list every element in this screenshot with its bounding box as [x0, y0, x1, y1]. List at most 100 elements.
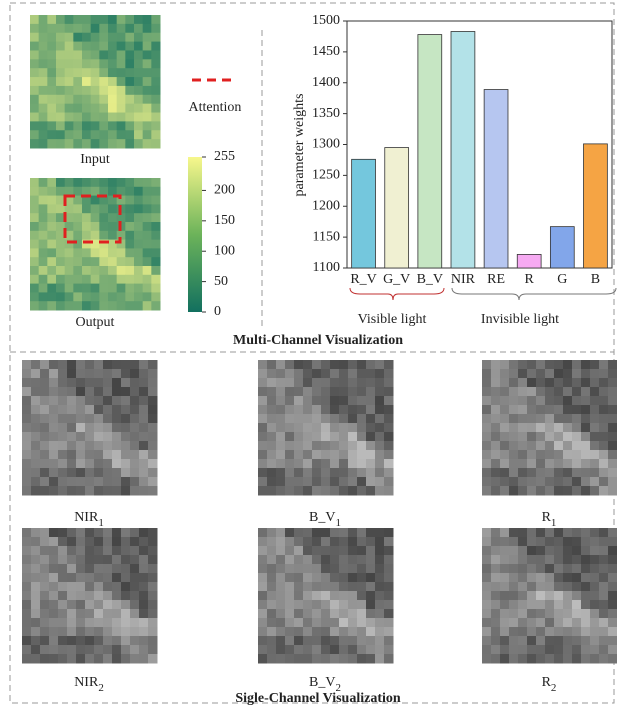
pixel: [545, 528, 555, 538]
pixel: [116, 15, 126, 25]
pixel: [581, 591, 591, 601]
pixel: [82, 239, 92, 249]
pixel: [30, 248, 40, 258]
pixel: [151, 266, 161, 276]
pixel: [491, 432, 501, 442]
pixel: [85, 645, 95, 655]
pixel: [112, 369, 122, 379]
pixel: [321, 396, 331, 406]
pixel: [527, 405, 537, 415]
pixel: [56, 23, 66, 34]
pixel: [312, 537, 322, 547]
pixel: [366, 555, 376, 565]
pixel: [125, 68, 135, 78]
channel-label: NIR2: [74, 675, 104, 693]
pixel: [482, 600, 492, 610]
pixel: [85, 528, 95, 538]
pixel: [285, 432, 295, 442]
pixel: [527, 441, 537, 451]
pixel: [312, 468, 322, 478]
pixel: [31, 645, 41, 655]
pixel: [125, 292, 135, 302]
pixel: [581, 618, 591, 628]
pixel: [40, 573, 50, 583]
pixel: [139, 528, 149, 538]
pixel: [554, 609, 564, 619]
pixel: [276, 609, 286, 619]
pixel: [125, 103, 135, 114]
pixel: [276, 423, 286, 433]
pixel: [276, 369, 286, 379]
pixel: [64, 283, 74, 293]
pixel: [76, 378, 86, 388]
pixel: [509, 546, 519, 556]
pixel: [38, 283, 48, 293]
pixel: [94, 654, 104, 664]
pixel: [330, 432, 340, 442]
pixel: [339, 432, 349, 442]
pixel: [321, 537, 331, 547]
pixel: [348, 432, 358, 442]
pixel: [572, 618, 582, 628]
pixel: [258, 360, 268, 370]
pixel: [554, 387, 564, 397]
pixel: [90, 274, 100, 285]
pixel: [40, 600, 50, 610]
pixel: [49, 360, 59, 370]
pixel: [56, 68, 66, 78]
pixel: [375, 600, 385, 610]
pixel: [112, 654, 122, 664]
pixel: [608, 573, 617, 583]
pixel: [366, 477, 376, 487]
pixel: [103, 378, 113, 388]
pixel: [581, 582, 591, 592]
pixel: [47, 94, 57, 105]
pixel: [294, 618, 304, 628]
pixel: [30, 266, 40, 276]
pixel: [31, 396, 41, 406]
pixel: [30, 204, 40, 214]
pixel: [58, 360, 68, 370]
pixel: [563, 432, 573, 442]
pixel: [339, 450, 349, 460]
pixel: [321, 477, 331, 487]
pixel: [47, 15, 57, 25]
pixel: [285, 636, 295, 646]
pixel: [31, 591, 41, 601]
pixel: [31, 555, 41, 565]
pixel: [303, 387, 313, 397]
pixel: [99, 121, 109, 131]
pixel: [491, 459, 501, 469]
pixel: [554, 378, 564, 388]
pixel: [139, 378, 149, 388]
pixel: [76, 450, 86, 460]
pixel: [608, 564, 617, 574]
pixel: [103, 405, 113, 415]
pixel: [348, 582, 358, 592]
pixel: [500, 396, 510, 406]
pixel: [294, 369, 304, 379]
pixel: [108, 23, 118, 34]
pixel: [30, 257, 40, 267]
pixel: [500, 537, 510, 547]
pixel: [536, 477, 546, 487]
pixel: [491, 423, 501, 433]
pixel: [482, 414, 492, 424]
pixel: [312, 528, 322, 538]
pixel: [599, 627, 609, 637]
pixel: [321, 423, 331, 433]
pixel: [599, 600, 609, 610]
pixel: [294, 360, 304, 370]
pixel: [148, 618, 158, 628]
image: [22, 360, 158, 496]
pixel: [64, 130, 74, 140]
pixel: [67, 546, 77, 556]
pixel: [348, 537, 358, 547]
pixel: [536, 555, 546, 565]
pixel: [116, 178, 126, 188]
pixel: [151, 186, 161, 197]
pixel: [375, 537, 385, 547]
pixel: [99, 15, 109, 25]
pixel: [554, 432, 564, 442]
pixel: [554, 618, 564, 628]
